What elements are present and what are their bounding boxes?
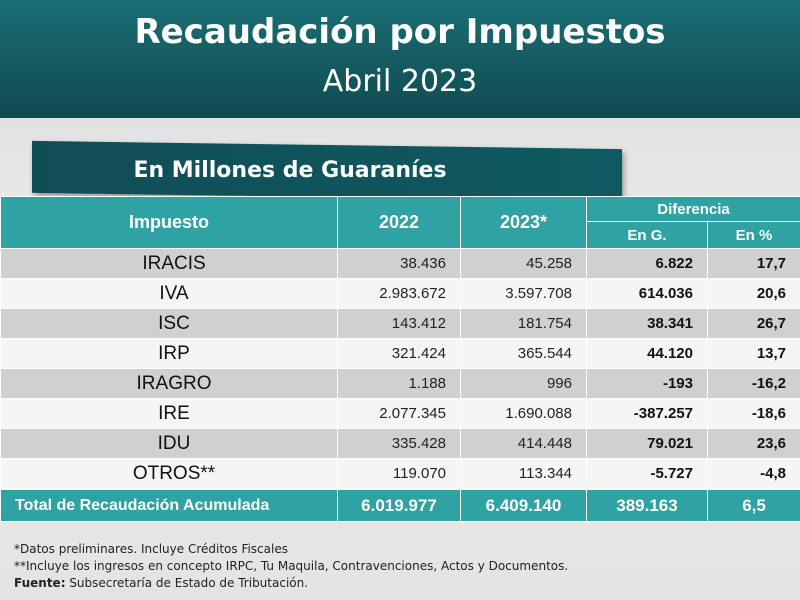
total-en-g: 389.163 (586, 488, 708, 522)
table-row: IRACIS 38.436 45.258 6.822 17,7 (0, 248, 800, 279)
cell-2023: 113.344 (460, 458, 587, 490)
cell-en-g: 44.120 (586, 338, 708, 369)
total-label: Total de Recaudación Acumulada (0, 488, 338, 522)
cell-2023: 1.690.088 (460, 398, 587, 429)
table-body: IRACIS 38.436 45.258 6.822 17,7 IVA 2.983.672 3… (0, 248, 800, 490)
cell-2023: 181.754 (460, 308, 587, 339)
cell-2022: 119.070 (337, 458, 461, 490)
page-title: Recaudación por Impuestos (134, 12, 666, 52)
header-diferencia: Diferencia (585, 196, 800, 222)
cell-impuesto: IRACIS (0, 248, 338, 279)
table-row: IRE 2.077.345 1.690.088 -387.257 -18,6 (0, 398, 800, 429)
cell-2022: 2.077.345 (337, 398, 461, 429)
tax-collection-table: Impuesto 2022 2023* Diferencia En G. En … (0, 196, 800, 522)
source-text: Subsecretaría de Estado de Tributación. (65, 576, 309, 590)
total-2023: 6.409.140 (460, 488, 587, 522)
table-row: ISC 143.412 181.754 38.341 26,7 (0, 308, 800, 339)
cell-en-pct: -4,8 (706, 458, 800, 490)
cell-2022: 1.188 (337, 368, 461, 399)
total-row: Total de Recaudación Acumulada 6.019.977… (0, 488, 800, 522)
cell-en-g: 6.822 (586, 248, 708, 279)
table-row: IVA 2.983.672 3.597.708 614.036 20,6 (0, 278, 800, 309)
cell-en-pct: 20,6 (706, 278, 800, 309)
cell-en-g: -5.727 (586, 458, 708, 490)
cell-2022: 335.428 (337, 428, 461, 459)
cell-en-pct: 17,7 (706, 248, 800, 279)
cell-2023: 45.258 (460, 248, 587, 279)
cell-2023: 3.597.708 (460, 278, 587, 309)
table-row: IRAGRO 1.188 996 -193 -16,2 (0, 368, 800, 399)
footnote-preliminary: *Datos preliminares. Incluye Créditos Fi… (14, 542, 288, 556)
total-2022: 6.019.977 (337, 488, 461, 522)
header-2023: 2023* (460, 196, 587, 249)
page-subtitle: Abril 2023 (322, 64, 478, 99)
footnotes: *Datos preliminares. Incluye Créditos Fi… (14, 541, 568, 592)
cell-impuesto: OTROS** (0, 458, 338, 490)
cell-en-pct: -16,2 (706, 368, 800, 399)
header-en-g: En G. (586, 221, 708, 249)
cell-impuesto: IRP (0, 338, 338, 369)
cell-impuesto: ISC (0, 308, 338, 339)
units-banner-label: En Millones de Guaraníes (133, 158, 447, 183)
footnote-source: Fuente: Subsecretaría de Estado de Tribu… (14, 575, 568, 592)
source-label: Fuente: (14, 576, 66, 590)
cell-impuesto: IVA (0, 278, 338, 309)
header-2022: 2022 (337, 196, 461, 249)
total-en-pct: 6,5 (706, 488, 800, 522)
cell-en-pct: 13,7 (706, 338, 800, 369)
cell-en-g: -193 (586, 368, 708, 399)
cell-2023: 996 (460, 368, 587, 399)
cell-en-pct: -18,6 (706, 398, 800, 429)
cell-impuesto: IRAGRO (0, 368, 338, 399)
cell-2023: 365.544 (460, 338, 587, 369)
cell-2022: 143.412 (337, 308, 461, 339)
cell-en-g: 38.341 (586, 308, 708, 339)
cell-2022: 2.983.672 (337, 278, 461, 309)
table-row: IDU 335.428 414.448 79.021 23,6 (0, 428, 800, 459)
cell-2022: 38.436 (337, 248, 461, 279)
cell-impuesto: IRE (0, 398, 338, 429)
cell-en-g: -387.257 (586, 398, 708, 429)
footnote-otros: **Incluye los ingresos en concepto IRPC,… (14, 559, 569, 573)
cell-2022: 321.424 (337, 338, 461, 369)
cell-en-g: 79.021 (586, 428, 708, 459)
cell-en-pct: 26,7 (706, 308, 800, 339)
cell-impuesto: IDU (0, 428, 338, 459)
cell-2023: 414.448 (460, 428, 587, 459)
table-row: OTROS** 119.070 113.344 -5.727 -4,8 (0, 458, 800, 490)
cell-en-g: 614.036 (586, 278, 708, 309)
header-en-pct: En % (706, 221, 800, 249)
header-banner: Recaudación por Impuestos Abril 2023 (0, 0, 800, 118)
table-row: IRP 321.424 365.544 44.120 13,7 (0, 338, 800, 369)
header-impuesto: Impuesto (0, 196, 338, 249)
cell-en-pct: 23,6 (706, 428, 800, 459)
